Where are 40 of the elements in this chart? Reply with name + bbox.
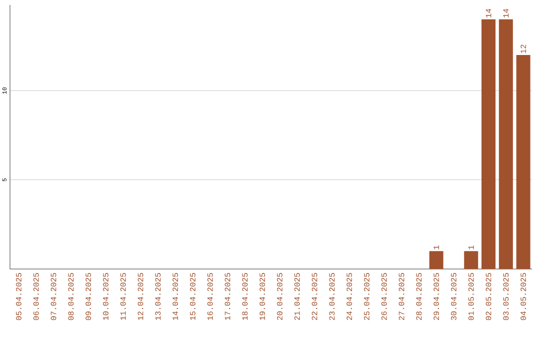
x-tick-label: 11.04.2025 (120, 273, 126, 320)
x-tick-label: 25.04.2025 (364, 273, 370, 320)
x-tick-label: 17.04.2025 (224, 273, 230, 320)
x-tick-label: 29.04.2025 (434, 273, 440, 320)
data-label: 12 (520, 44, 526, 54)
x-tick-label: 03.05.2025 (503, 273, 509, 320)
x-tick-label: 30.04.2025 (450, 273, 456, 320)
data-label: 14 (503, 8, 509, 18)
x-tick-label: 05.04.2025 (16, 273, 22, 320)
x-tick-label: 26.04.2025 (381, 273, 387, 320)
x-tick-label: 28.04.2025 (416, 273, 422, 320)
data-label: 1 (434, 246, 439, 250)
x-tick-label: 01.05.2025 (468, 273, 474, 320)
x-tick-label: 06.04.2025 (33, 273, 39, 320)
bar (429, 251, 444, 269)
bar (516, 54, 530, 269)
x-tick-label: 08.04.2025 (68, 273, 74, 320)
x-tick-label: 24.04.2025 (346, 273, 352, 320)
bar (498, 19, 513, 269)
x-tick-label: 09.04.2025 (86, 273, 92, 320)
x-tick-label: 12.04.2025 (138, 273, 144, 320)
x-tick-label: 04.05.2025 (520, 273, 526, 320)
x-tick-label: 07.04.2025 (50, 273, 56, 320)
x-tick-label: 14.04.2025 (172, 273, 178, 320)
bar (482, 19, 496, 269)
x-tick-label: 16.04.2025 (207, 273, 213, 320)
data-label: 1 (468, 246, 474, 250)
x-tick-label: 15.04.2025 (190, 273, 196, 320)
x-tick-label: 13.04.2025 (155, 273, 161, 320)
data-label: 14 (486, 8, 492, 18)
x-tick-label: 27.04.2025 (398, 273, 404, 320)
bar (464, 251, 478, 269)
x-tick-label: 10.04.2025 (102, 273, 108, 320)
x-tick-label: 18.04.2025 (242, 273, 248, 320)
x-tick-label: 23.04.2025 (329, 273, 335, 320)
x-tick-label: 19.04.2025 (260, 273, 266, 320)
x-tick-label: 02.05.2025 (486, 273, 492, 320)
x-tick-label: 21.04.2025 (294, 273, 300, 320)
x-tick-label: 22.04.2025 (312, 273, 318, 320)
x-tick-label: 20.04.2025 (276, 273, 282, 320)
